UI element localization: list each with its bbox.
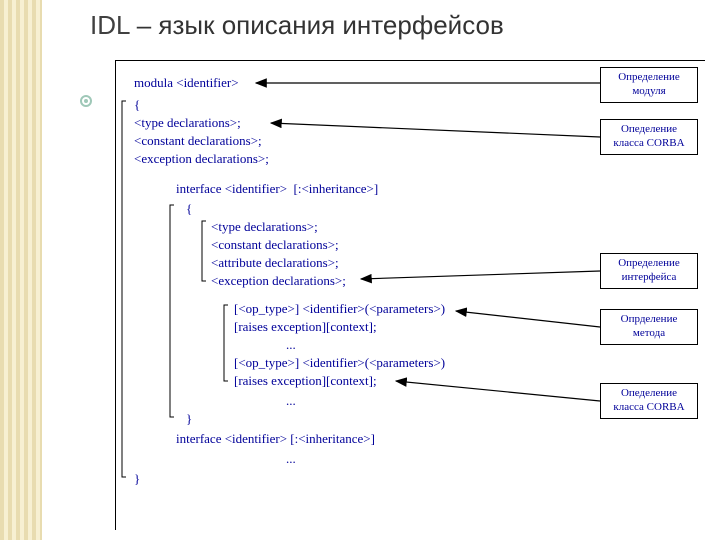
label-line: Опеделение [605, 387, 693, 401]
code-line: } [186, 411, 192, 427]
code-line: <exception declarations>; [134, 151, 269, 167]
label-line: класса CORBA [605, 401, 693, 415]
label-line: модуля [605, 85, 693, 99]
code-line: [raises exception][context]; [234, 373, 377, 389]
code-line: ... [286, 451, 296, 467]
label-corba-class-2: Опеделение класса CORBA [600, 383, 698, 419]
label-module: Определение модуля [600, 67, 698, 103]
code-line: } [134, 471, 140, 487]
idl-diagram: modula <identifier> { <type declarations… [115, 60, 705, 530]
code-line: [<op_type>] <identifier>(<parameters>) [234, 301, 445, 317]
title-idl: IDL [90, 10, 130, 40]
title-rest: – язык описания интерфейсов [130, 10, 504, 40]
label-line: Опеделение [605, 123, 693, 137]
code-line: modula <identifier> [134, 75, 239, 91]
label-line: Определение [605, 71, 693, 85]
label-method: Опрделение метода [600, 309, 698, 345]
page-title: IDL – язык описания интерфейсов [90, 10, 504, 41]
code-line: [<op_type>] <identifier>(<parameters>) [234, 355, 445, 371]
label-line: класса CORBA [605, 137, 693, 151]
code-line: <exception declarations>; [211, 273, 346, 289]
decorative-stripe [0, 0, 42, 540]
label-interface: Определение интерфейса [600, 253, 698, 289]
code-line: <type declarations>; [211, 219, 318, 235]
label-corba-class-1: Опеделение класса CORBA [600, 119, 698, 155]
code-line: { [186, 201, 192, 217]
code-line: [raises exception][context]; [234, 319, 377, 335]
label-line: Определение [605, 257, 693, 271]
code-line: <constant declarations>; [134, 133, 262, 149]
code-line: { [134, 97, 140, 113]
label-line: интерфейса [605, 271, 693, 285]
code-line: <constant declarations>; [211, 237, 339, 253]
code-line: ... [286, 393, 296, 409]
bullet-icon [80, 95, 92, 107]
code-line: interface <identifier> [:<inheritance>] [176, 431, 375, 447]
label-line: метода [605, 327, 693, 341]
code-line: <attribute declarations>; [211, 255, 339, 271]
label-line: Опрделение [605, 313, 693, 327]
code-line: interface <identifier> [:<inheritance>] [176, 181, 378, 197]
code-line: <type declarations>; [134, 115, 241, 131]
code-line: ... [286, 337, 296, 353]
